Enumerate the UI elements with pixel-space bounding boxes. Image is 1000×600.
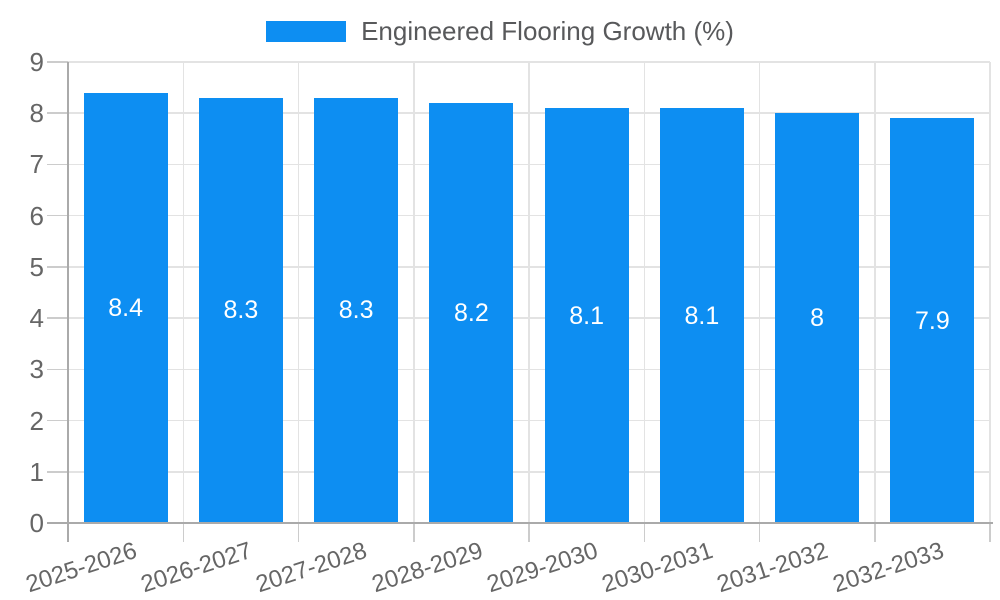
y-axis-label: 6 — [29, 200, 44, 231]
bar-value-label: 8.3 — [338, 296, 374, 325]
y-axis-label: 2 — [29, 405, 44, 436]
y-axis-label: 4 — [29, 303, 44, 334]
y-axis-label: 5 — [29, 251, 44, 282]
x-tick — [758, 523, 761, 542]
legend-label: Engineered Flooring Growth (%) — [361, 16, 734, 46]
x-tick — [643, 523, 645, 542]
x-tick — [297, 523, 300, 542]
y-tick — [47, 368, 68, 371]
y-tick — [47, 214, 68, 217]
x-axis-label: 2028-2029 — [368, 537, 486, 599]
bar-value-label: 8.1 — [684, 301, 720, 330]
y-tick — [47, 163, 68, 166]
y-tick — [47, 317, 68, 319]
x-axis-line — [47, 522, 993, 524]
x-gridline — [758, 62, 761, 523]
x-gridline — [989, 62, 991, 523]
x-axis-label: 2026-2027 — [137, 537, 256, 599]
bar-value-label: 8.4 — [108, 293, 143, 322]
bar — [429, 102, 514, 523]
y-tick — [47, 471, 68, 473]
x-axis-label: 2029-2030 — [483, 537, 601, 599]
y-axis-label: 3 — [29, 354, 44, 385]
y-axis-label: 8 — [29, 98, 44, 129]
bar-value-label: 8 — [810, 304, 825, 333]
x-axis-label: 2030-2031 — [598, 537, 717, 599]
x-gridline — [413, 62, 415, 523]
x-axis-label: 2027-2028 — [252, 537, 371, 599]
y-axis-label: 0 — [29, 508, 44, 538]
x-tick — [874, 523, 876, 542]
x-gridline — [874, 62, 876, 523]
y-axis-label: 9 — [29, 47, 44, 77]
y-tick — [47, 61, 68, 63]
bar-value-label: 8.2 — [453, 298, 489, 327]
y-tick — [47, 419, 68, 422]
x-tick — [989, 523, 991, 542]
x-gridline — [643, 62, 645, 523]
x-axis-label: 2031-2032 — [713, 537, 832, 599]
y-axis-label: 1 — [29, 456, 44, 487]
y-axis-line — [67, 62, 69, 542]
legend-swatch — [266, 21, 347, 42]
bar — [544, 108, 629, 523]
bar-value-label: 8.1 — [569, 301, 604, 330]
y-axis-label: 7 — [29, 149, 44, 180]
bar — [314, 97, 399, 523]
bar — [83, 92, 168, 523]
x-gridline — [182, 62, 184, 523]
bar — [890, 118, 975, 523]
bar-value-label: 8.3 — [223, 296, 259, 325]
bar — [775, 113, 860, 523]
x-tick — [413, 523, 415, 542]
y-tick — [47, 112, 68, 114]
x-gridline — [297, 62, 300, 523]
bar — [198, 97, 283, 523]
chart-legend: Engineered Flooring Growth (%) — [0, 16, 1000, 47]
bar — [659, 108, 744, 523]
y-tick — [47, 266, 68, 268]
bar-value-label: 7.9 — [914, 306, 950, 335]
x-axis-label: 2032-2033 — [829, 537, 947, 599]
x-tick — [528, 523, 530, 542]
x-gridline — [528, 62, 530, 523]
x-tick — [182, 523, 184, 542]
x-axis-label: 2025-2026 — [22, 537, 140, 599]
